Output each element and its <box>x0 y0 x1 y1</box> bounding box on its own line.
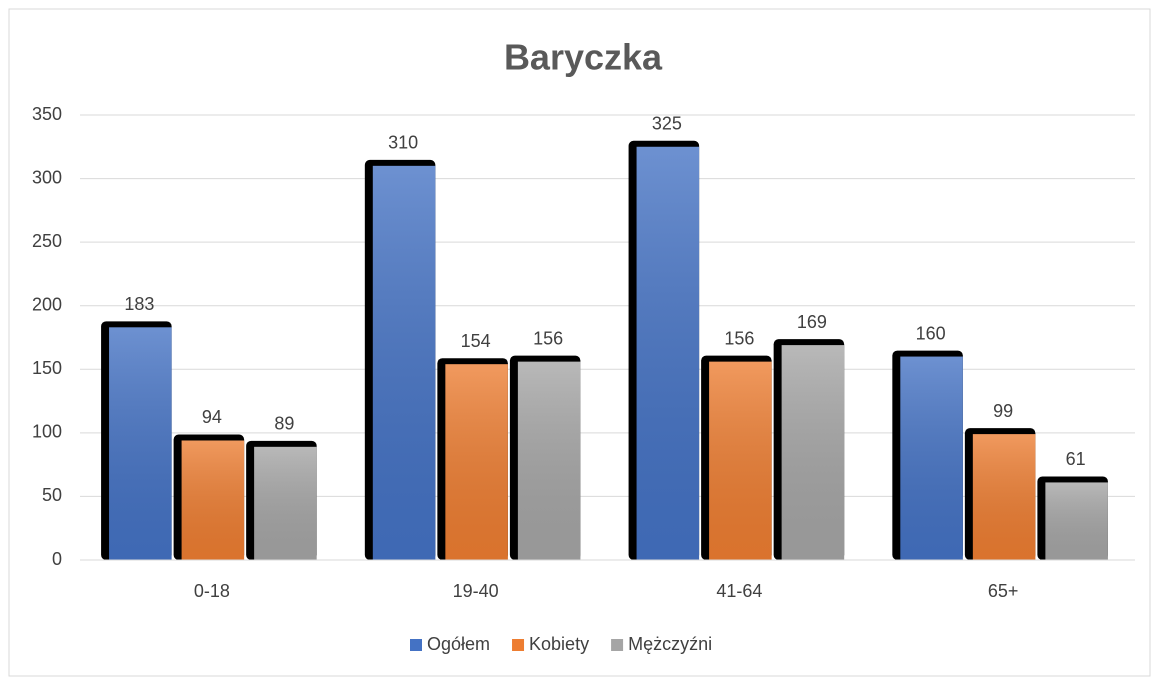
bar-shine <box>372 165 436 560</box>
bar-shine <box>517 361 581 560</box>
y-tick-label: 100 <box>32 422 62 442</box>
legend-swatch <box>512 639 525 651</box>
bar-shine <box>445 364 508 560</box>
bar-shine <box>709 361 772 560</box>
legend-label: Mężczyźni <box>628 634 712 654</box>
legend-label: Kobiety <box>529 634 589 654</box>
data-label: 99 <box>993 401 1013 421</box>
data-label: 156 <box>724 328 754 348</box>
bar-shine <box>900 356 963 560</box>
y-tick-label: 200 <box>32 294 62 314</box>
bar-shine <box>972 434 1036 560</box>
x-tick-label: 19-40 <box>453 581 499 601</box>
y-tick-label: 250 <box>32 231 62 251</box>
bar-shine <box>781 345 845 560</box>
bar-shine <box>1045 482 1108 560</box>
x-tick-label: 41-64 <box>716 581 762 601</box>
bar-shine <box>109 327 172 560</box>
x-tick-label: 65+ <box>988 581 1019 601</box>
data-label: 169 <box>797 312 827 332</box>
data-label: 154 <box>461 331 491 351</box>
y-tick-label: 50 <box>42 485 62 505</box>
data-label: 94 <box>202 407 222 427</box>
data-label: 183 <box>124 294 154 314</box>
bar-shine <box>181 440 245 560</box>
legend-label: Ogółem <box>427 634 490 654</box>
data-label: 160 <box>916 323 946 343</box>
data-label: 310 <box>388 133 418 153</box>
chart-title: Baryczka <box>504 37 663 78</box>
data-label: 325 <box>652 114 682 134</box>
y-tick-label: 300 <box>32 167 62 187</box>
y-tick-label: 150 <box>32 358 62 378</box>
y-tick-label: 0 <box>52 549 62 569</box>
y-tick-label: 350 <box>32 104 62 124</box>
bar-shine <box>254 446 317 560</box>
chart-frame <box>8 8 1151 677</box>
x-tick-label: 0-18 <box>194 581 230 601</box>
data-label: 89 <box>274 414 294 434</box>
data-label: 156 <box>533 328 563 348</box>
data-label: 61 <box>1066 449 1086 469</box>
legend-swatch <box>611 639 624 651</box>
legend-swatch <box>410 639 422 651</box>
bar-shine <box>636 146 700 561</box>
